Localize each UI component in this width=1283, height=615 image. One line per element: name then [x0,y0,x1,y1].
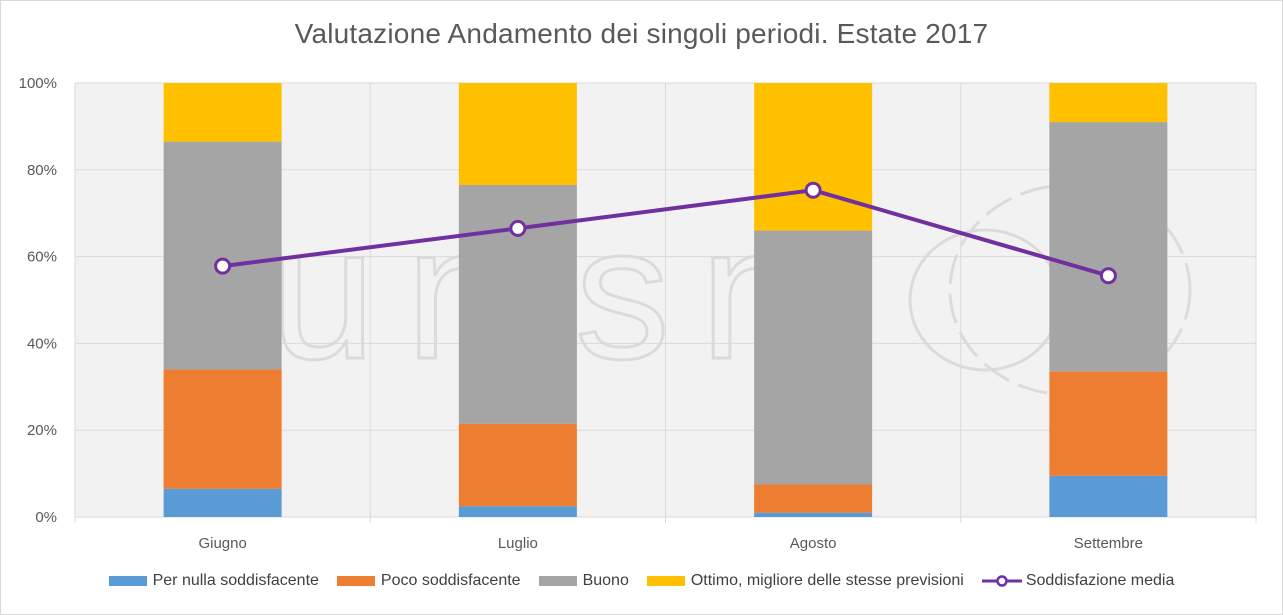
legend-label: Soddisfazione media [1025,572,1175,589]
y-tick-label: 80% [27,162,57,179]
y-axis: 0% 20% 40% 60% 80% 100% [19,75,57,526]
bars-group [163,83,1168,517]
y-tick-label: 20% [27,422,57,439]
line-series-path [222,188,1109,278]
legend-line-marker [981,575,1022,587]
legend-item-poco: Poco soddisfacente [336,572,521,590]
x-tick-label: Luglio [498,535,538,552]
legend-item-buono: Buono [538,572,629,590]
legend-swatch [646,576,685,586]
line-point [804,181,822,199]
y-tick-label: 40% [27,335,57,352]
line-point [1099,267,1117,285]
legend-item-ottimo: Ottimo, migliore delle stesse previsioni [646,572,964,590]
x-tick-label: Giugno [198,535,246,552]
x-axis: Giugno Luglio Agosto Settembre [198,535,1143,552]
x-tick-label: Agosto [790,535,837,552]
legend-label: Ottimo, migliore delle stesse previsioni [690,572,964,589]
legend-swatch [108,576,147,586]
bar-segment [1049,371,1168,476]
bar-segment [754,512,873,517]
legend-item-media: Soddisfazione media [981,572,1175,590]
bar-segment [1049,122,1168,372]
legend-item-per-nulla: Per nulla soddisfacente [108,572,319,590]
y-tick-label: 0% [35,509,57,526]
legend-label: Per nulla soddisfacente [152,572,319,589]
bar-segment [458,506,577,517]
line-point [214,257,232,275]
line-point [509,219,527,237]
bar-segment [163,83,282,142]
bar-segment [1049,83,1168,123]
legend: Per nulla soddisfacente Poco soddisfacen… [0,572,1283,590]
x-tick-label: Settembre [1074,535,1143,552]
legend-label: Poco soddisfacente [380,572,521,589]
bar-segment [754,230,873,485]
chart-title: Valutazione Andamento dei singoli period… [294,18,989,49]
bar-segment [1049,475,1168,517]
bar-segment [458,83,577,185]
legend-swatch [538,576,577,586]
bar-segment [163,488,282,517]
bar-segment [754,484,873,513]
y-tick-label: 60% [27,249,57,266]
bar-segment [163,369,282,489]
y-tick-label: 100% [19,75,57,92]
bar-segment [458,423,577,507]
bar-segment [163,141,282,370]
bar-segment [754,83,873,231]
legend-label: Buono [582,572,629,589]
line-series-group [214,181,1117,285]
legend-swatch [336,576,375,586]
